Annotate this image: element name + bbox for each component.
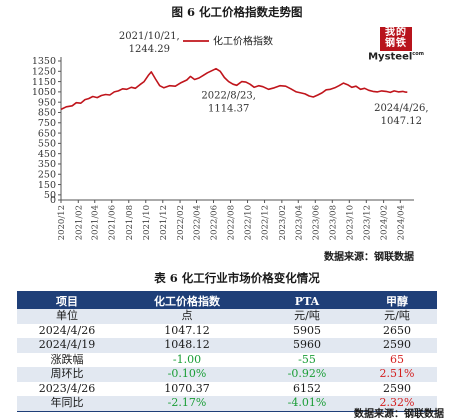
y-tick-label: 150 — [38, 180, 56, 191]
table-row: 2024/4/26 1047.12 5905 2650 — [17, 324, 437, 339]
x-tick-label: 2022/06 — [210, 205, 220, 240]
table-cell: 2590 — [357, 338, 437, 353]
x-tick-label: 2022/08 — [227, 205, 237, 240]
y-tick-label: 550 — [38, 139, 56, 150]
annotation-value-label: 1244.29 — [129, 44, 170, 55]
table-cell: 2590 — [383, 381, 411, 395]
header-item: 项目 — [17, 291, 117, 309]
y-tick-label: 1350 — [32, 56, 56, 67]
table-cell: -2.17% — [117, 396, 257, 412]
table-row: 2023/4/26 1070.37 6152 2590 — [17, 382, 437, 397]
table-title: 表 6 化工行业市场价格变化情况 — [154, 271, 320, 285]
table-cell: 周环比 — [17, 367, 117, 382]
table-cell: 1047.12 — [164, 323, 210, 337]
table-cell: -55 — [298, 352, 316, 366]
x-tick-label: 2021/10 — [142, 205, 152, 240]
table-cell: 5905 — [293, 323, 321, 337]
table-cell: 2024/4/26 — [38, 323, 96, 337]
header-methanol: 甲醇 — [357, 291, 437, 309]
legend-label: 化工价格指数 — [213, 35, 273, 48]
table-cell: 2650 — [383, 323, 411, 337]
y-tick-label: 450 — [38, 149, 56, 160]
table-cell: -0.92% — [257, 367, 357, 382]
price-change-table: 项目 化工价格指数 PTA 甲醇 单位点元/吨 元/吨 2024/4/26 1047.… — [17, 291, 437, 412]
x-tick-label: 2021/04 — [91, 205, 101, 240]
x-tick-label: 2022/04 — [193, 205, 203, 240]
table-cell: 65 — [390, 352, 404, 366]
x-tick-label: 2021/12 — [159, 205, 169, 240]
header-chem-index: 化工价格指数 — [117, 291, 257, 309]
logo-wordmark: Mysteelcom — [368, 51, 424, 63]
series-line-0 — [60, 67, 408, 111]
table-source-note: 数据来源：钢联数据 — [354, 409, 444, 420]
table-body: 单位点元/吨 元/吨 2024/4/26 1047.12 5905 2650 2024/4/… — [17, 309, 437, 412]
table-cell: -1.00 — [172, 352, 202, 366]
x-tick-label: 2023/08 — [328, 205, 338, 240]
table-row: 2024/4/19 1048.12 5960 2590 — [17, 338, 437, 353]
table-cell: 5960 — [257, 338, 357, 353]
x-tick-label: 2021/02 — [74, 205, 84, 240]
table-cell: 1070.37 — [164, 381, 210, 395]
y-tick-label: 50 — [44, 190, 56, 201]
annotation-date-label: 2021/10/21, — [119, 31, 180, 42]
chart-source-note: 数据来源：钢联数据 — [324, 252, 414, 263]
table-cell: 点 — [117, 309, 257, 324]
y-tick-label: 1150 — [32, 77, 56, 88]
table-cell: 元/吨 — [357, 309, 437, 324]
x-tick-label: 2022/02 — [176, 205, 186, 240]
x-tick-label: 2020/12 — [57, 205, 67, 240]
y-tick-label: 1250 — [32, 66, 56, 77]
x-tick-label: 2023/02 — [278, 205, 288, 240]
y-tick-label: 1050 — [32, 87, 56, 98]
table-cell: 元/吨 — [257, 309, 357, 324]
y-tick-label: 750 — [38, 118, 56, 129]
y-tick-label: 650 — [38, 128, 56, 139]
annotation-value-label: 1114.37 — [208, 103, 249, 114]
table-cell: 6152 — [293, 381, 321, 395]
x-tick-label: 2021/06 — [108, 205, 118, 240]
figure-title: 图 6 化工价格指数走势图 — [171, 5, 303, 19]
table-row: 周环比 -0.10% -0.92% 2.51% — [17, 367, 437, 382]
x-tick-label: 2023/10 — [345, 205, 355, 240]
y-tick-label: 350 — [38, 159, 56, 170]
header-pta: PTA — [257, 291, 357, 309]
x-tick-label: 2022/12 — [261, 205, 271, 240]
table-row: 单位点元/吨 元/吨 — [17, 309, 437, 324]
x-tick-label: 2022/10 — [244, 205, 254, 240]
x-tick-label: 2024/04 — [396, 205, 406, 240]
y-tick-label: 250 — [38, 169, 56, 180]
price-index-line-chart: 0501502503504505506507508509501050115012… — [32, 31, 429, 240]
table-cell: 2.32% — [357, 396, 437, 412]
table-row: 涨跌幅 -1.00 -55 65 — [17, 353, 437, 368]
annotation-value-label: 1047.12 — [381, 116, 422, 127]
x-tick-label: 2023/06 — [311, 205, 321, 240]
table-cell: 2023/4/26 — [38, 381, 96, 395]
table-cell: 1048.12 — [117, 338, 257, 353]
table-cell: -4.01% — [257, 396, 357, 412]
mysteel-logo: 我的钢铁 Mysteelcom — [366, 27, 426, 63]
x-tick-label: 2021/08 — [125, 205, 135, 240]
table-cell: 2024/4/19 — [17, 338, 117, 353]
x-tick-label: 2023/12 — [362, 205, 372, 240]
table-cell: -0.10% — [117, 367, 257, 382]
logo-mark: 我的钢铁 — [380, 27, 412, 51]
table-cell: 单位 — [17, 309, 117, 324]
y-tick-label: 850 — [38, 108, 56, 119]
table-cell: 年同比 — [17, 396, 117, 412]
table-cell: 涨跌幅 — [50, 352, 84, 366]
table-row: 年同比 -2.17% -4.01% 2.32% — [17, 396, 437, 412]
table-cell: 2.51% — [357, 367, 437, 382]
y-tick-label: 0 — [50, 195, 56, 206]
x-tick-label: 2023/04 — [294, 205, 304, 240]
x-tick-label: 2024/02 — [380, 205, 390, 240]
table-header-row: 项目 化工价格指数 PTA 甲醇 — [17, 291, 437, 309]
annotation-date-label: 2022/8/23, — [201, 90, 255, 101]
annotation-date-label: 2024/4/26, — [374, 103, 428, 114]
y-tick-label: 950 — [38, 97, 56, 108]
